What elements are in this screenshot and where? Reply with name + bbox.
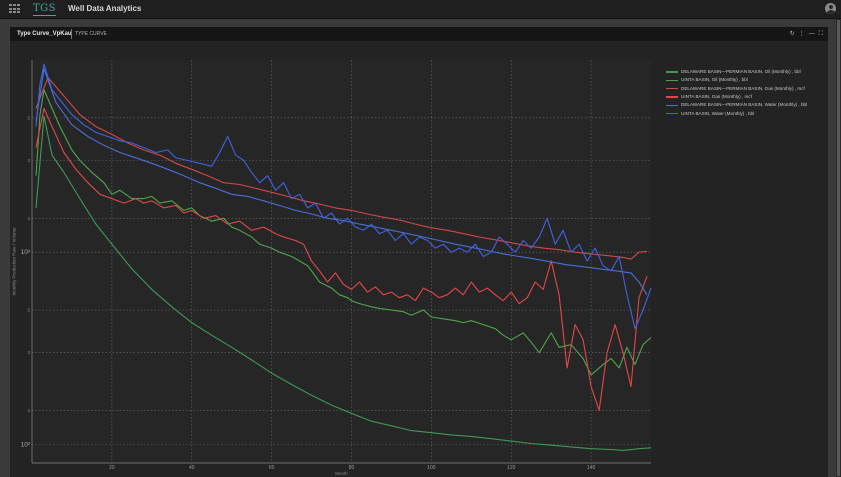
type-curve-chart[interactable]: 20 40 60 80 100 120 140 10² 10³ 2 3 5 2 3 5 Month Monthl… <box>10 27 660 477</box>
y-axis-label: Monthly Production Rate / Volume <box>12 227 17 296</box>
legend-swatch <box>666 87 678 90</box>
x-tick-label: 100 <box>427 465 436 471</box>
legend-item[interactable]: DELAWARE BASIN—PERMIAN BASIN, Water (Mon… <box>666 101 807 109</box>
legend-label: DELAWARE BASIN—PERMIAN BASIN, Water (Mon… <box>681 102 808 108</box>
chart-legend: DELAWARE BASIN—PERMIAN BASIN, Oil (Month… <box>666 68 807 118</box>
series-line-2 <box>35 89 652 376</box>
panel-subtitle: TYPE CURVE <box>71 29 107 39</box>
minimize-icon[interactable]: — <box>808 31 815 37</box>
legend-item[interactable]: DELAWARE BASIN—PERMIAN BASIN, Gas (Month… <box>666 85 807 93</box>
app-grid-icon[interactable] <box>9 4 20 14</box>
legend-item[interactable]: UINTA BASIN, Gas (Monthly) , mcf <box>666 93 807 101</box>
series-line-4 <box>35 107 648 412</box>
series-line-3 <box>35 77 648 260</box>
x-axis-label: Month <box>335 471 348 476</box>
legend-label: UINTA BASIN, Oil (Monthly) , bbl <box>681 77 748 83</box>
y-minor-tick-label: 2 <box>27 216 30 221</box>
more-vertical-icon[interactable]: ⋮ <box>798 31 805 37</box>
x-tick-label: 40 <box>189 465 195 471</box>
user-avatar-icon[interactable] <box>825 3 836 14</box>
legend-swatch <box>666 96 678 98</box>
company-logo[interactable]: TGS <box>33 3 57 16</box>
fullscreen-icon[interactable]: ⛶ <box>818 31 823 37</box>
legend-swatch <box>666 71 678 73</box>
legend-label: UINTA BASIN, Water (Monthly) , bbl <box>681 110 755 116</box>
y-major-tick-label: 10³ <box>21 249 31 256</box>
top-bar: TGS Well Data Analytics <box>0 0 841 19</box>
y-minor-tick-label: 5 <box>27 115 30 120</box>
y-minor-tick-label: 5 <box>27 308 30 313</box>
x-tick-label: 140 <box>587 465 596 471</box>
plot-area <box>32 60 651 463</box>
y-minor-tick-label: 3 <box>27 158 30 163</box>
legend-swatch <box>666 79 678 82</box>
legend-swatch <box>666 104 678 107</box>
y-minor-tick-label: 2 <box>27 408 30 413</box>
panel-header-actions: ↻ ⋮ — ⛶ <box>790 29 823 39</box>
legend-item[interactable]: UINTA BASIN, Oil (Monthly) , bbl <box>666 76 807 84</box>
legend-swatch <box>666 112 678 115</box>
x-tick-label: 120 <box>507 465 516 471</box>
x-tick-label: 60 <box>269 465 275 471</box>
legend-label: DELAWARE BASIN—PERMIAN BASIN, Gas (Month… <box>681 85 805 91</box>
legend-label: DELAWARE BASIN—PERMIAN BASIN, Oil (Month… <box>681 69 801 75</box>
y-major-tick-label: 10² <box>21 441 31 448</box>
legend-item[interactable]: UINTA BASIN, Water (Monthly) , bbl <box>666 109 807 117</box>
page-scrollbar-thumb[interactable] <box>837 20 840 476</box>
refresh-icon[interactable]: ↻ <box>789 31 795 37</box>
x-tick-label: 20 <box>109 465 115 471</box>
panel-title: Type Curve_VpKau <box>17 31 72 37</box>
panel-header: Type Curve_VpKau TYPE CURVE ↻ ⋮ — ⛶ <box>10 27 828 41</box>
series-line-1 <box>35 115 652 451</box>
y-minor-tick-label: 3 <box>27 350 30 355</box>
legend-item[interactable]: DELAWARE BASIN—PERMIAN BASIN, Oil (Month… <box>666 68 807 76</box>
series-line-6 <box>35 63 652 330</box>
app-title: Well Data Analytics <box>68 4 142 13</box>
legend-label: UINTA BASIN, Gas (Monthly) , mcf <box>681 94 752 100</box>
x-tick-label: 80 <box>349 465 355 471</box>
